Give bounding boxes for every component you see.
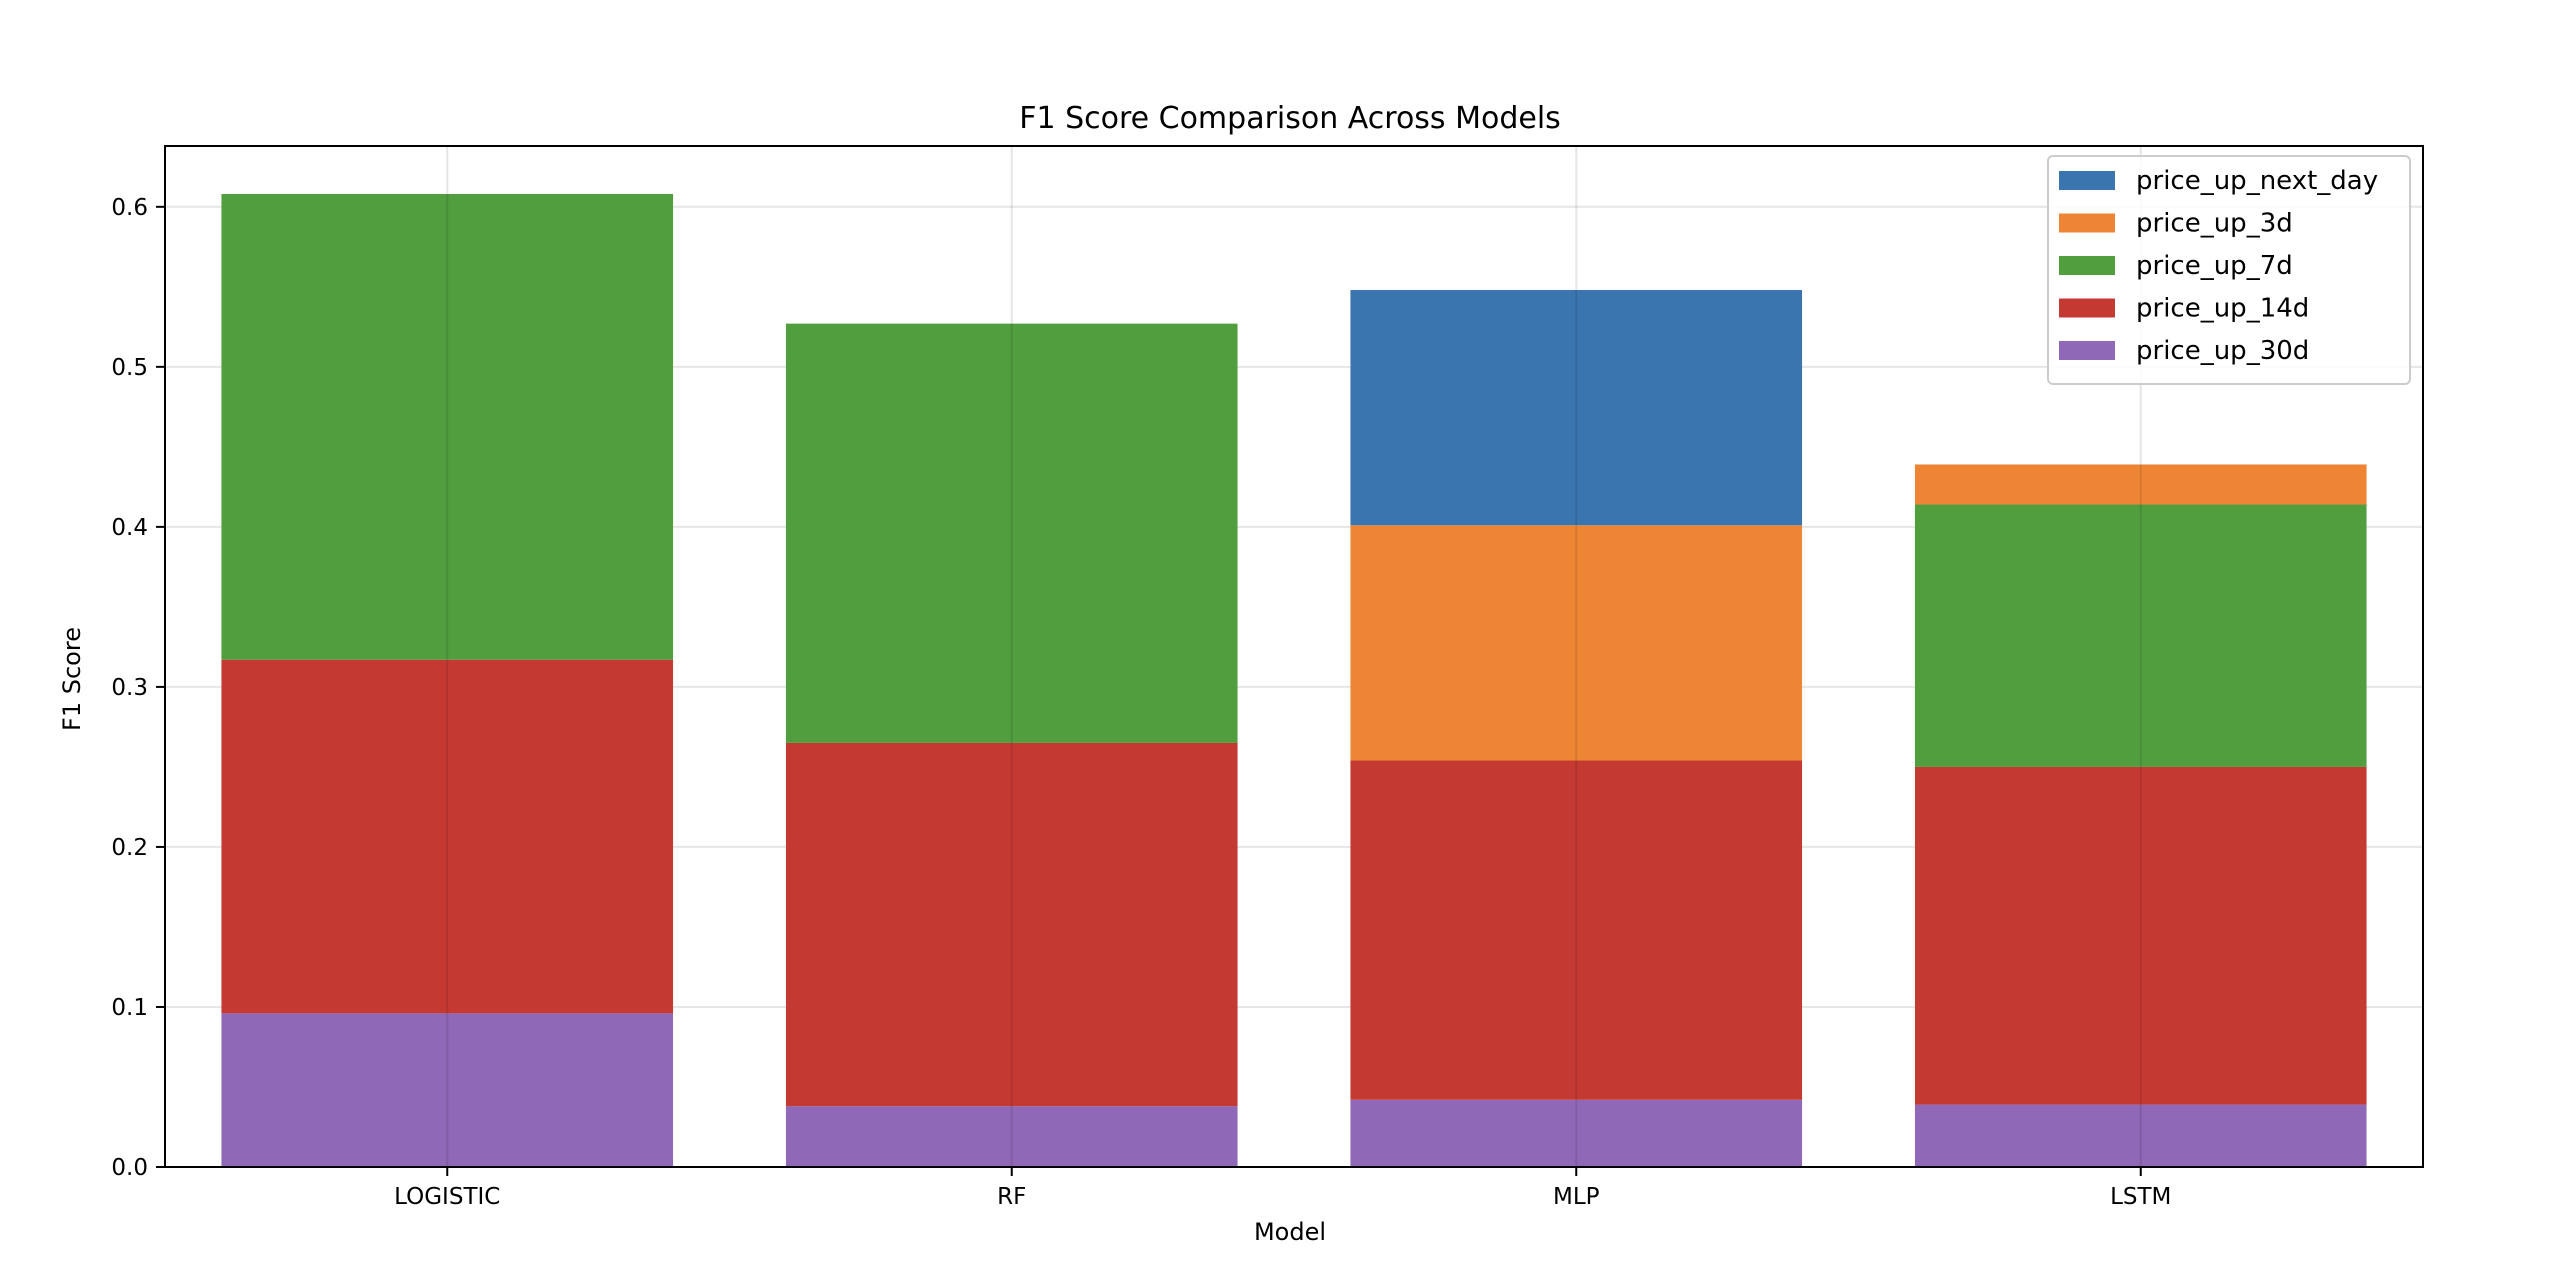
y-tick-label: 0.1 — [111, 995, 148, 1021]
y-axis-ticks: 0.0 0.1 0.2 0.3 0.4 0.5 0.6 — [111, 195, 165, 1181]
y-tick-label: 0.4 — [111, 515, 148, 541]
legend-swatch — [2059, 256, 2115, 275]
x-tick-label: MLP — [1553, 1184, 1600, 1210]
bar-rf-price-up-7d — [785, 323, 1238, 743]
legend: price_up_next_day price_up_3d price_up_7dp… — [2047, 155, 2411, 385]
legend-label: price_up_3d — [2136, 209, 2293, 239]
bar-logistic-price-up-7d — [221, 194, 674, 660]
bar-mlp-price-up-30d — [1350, 1099, 1803, 1167]
bar-rf-price-up-30d — [785, 1106, 1238, 1167]
legend-label: price_up_next_day — [2136, 166, 2378, 196]
bar-mlp-price-up-3d — [1350, 525, 1803, 761]
chart-title: F1 Score Comparison Across Models — [1019, 101, 1561, 136]
bar-rf-price-up-14d — [785, 742, 1238, 1107]
y-tick-label: 0.6 — [111, 195, 148, 221]
bar-logistic-price-up-14d — [221, 659, 674, 1014]
x-axis-label: Model — [1254, 1218, 1326, 1246]
x-tick-label: LSTM — [2110, 1184, 2171, 1210]
bars — [221, 194, 2367, 1167]
bar-lstm-price-up-7d — [1914, 504, 2367, 767]
legend-swatch — [2059, 171, 2115, 190]
bar-lstm-price-up-30d — [1914, 1104, 2367, 1167]
bar-mlp-price-up-next-day — [1350, 290, 1803, 526]
bar-mlp-price-up-14d — [1350, 760, 1803, 1100]
legend-swatch — [2059, 213, 2115, 233]
vertical-grid — [446, 146, 2142, 1167]
y-tick-label: 0.3 — [111, 675, 148, 701]
legend-label: price_up_7d — [2136, 251, 2293, 281]
bar-logistic-price-up-30d — [221, 1013, 674, 1167]
x-tick-label: LOGISTIC — [394, 1184, 500, 1210]
legend-swatch — [2059, 341, 2115, 360]
bar-lstm-price-up-14d — [1914, 766, 2367, 1105]
x-tick-label: RF — [997, 1184, 1026, 1210]
legend-swatch — [2059, 298, 2115, 318]
legend-label: price_up_30d — [2136, 336, 2309, 366]
plot-frame — [164, 145, 2424, 1168]
legend-box — [2047, 155, 2411, 385]
x-axis-ticks: LOGISTIC RF MLP LSTM — [394, 1167, 2171, 1210]
bar-lstm-price-up-3d — [1914, 464, 2367, 505]
y-tick-label: 0.0 — [111, 1155, 148, 1181]
y-axis-label: F1 Score — [58, 627, 86, 731]
y-tick-label: 0.2 — [111, 835, 148, 861]
y-tick-label: 0.5 — [111, 355, 148, 381]
legend-label: price_up_14d — [2136, 294, 2309, 324]
